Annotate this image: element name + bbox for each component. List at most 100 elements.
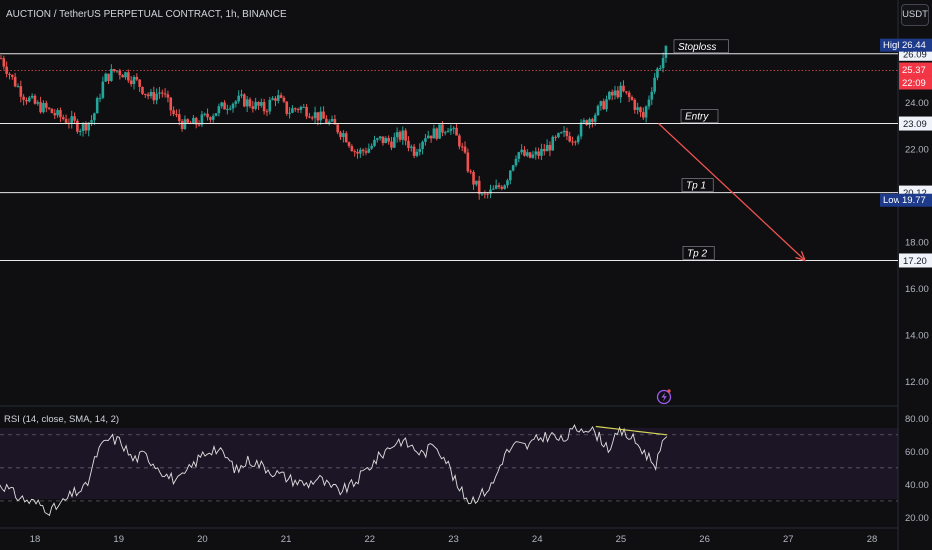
rsi-line[interactable] <box>0 424 668 517</box>
candle-body <box>540 148 543 156</box>
alert-icon[interactable] <box>656 389 672 405</box>
candle-body <box>466 152 470 172</box>
candle-body <box>625 91 628 93</box>
candle-body <box>316 112 320 121</box>
candle-body <box>118 70 122 75</box>
candle <box>127 69 130 83</box>
candle <box>415 148 419 158</box>
level-label-text: Tp 1 <box>686 181 706 192</box>
candle-body <box>19 86 23 97</box>
candle-body <box>531 154 535 158</box>
candle-body <box>664 45 668 58</box>
candle <box>231 102 235 113</box>
candle <box>177 109 181 126</box>
candle <box>274 96 277 107</box>
candle-body <box>644 106 648 118</box>
candle-body <box>16 86 20 88</box>
candle <box>183 115 187 130</box>
currency-button[interactable]: USDT <box>901 4 929 26</box>
candle <box>475 180 478 187</box>
rsi-divergence-line[interactable] <box>595 425 668 436</box>
candle-body <box>127 72 130 81</box>
candle-body <box>240 94 243 96</box>
candle-body <box>248 99 252 107</box>
candle-body <box>409 146 413 148</box>
candle-body <box>387 138 390 142</box>
candle-body <box>305 106 308 117</box>
high-label-badge-text: High <box>883 40 903 51</box>
current-price-badge-text: 25.37 <box>902 65 926 76</box>
candle-body <box>418 148 422 152</box>
candle-body <box>585 120 589 125</box>
candle <box>639 106 642 118</box>
candle-body <box>308 116 311 118</box>
price-tick-label: 18.00 <box>905 237 929 248</box>
candle <box>359 147 362 158</box>
candle-body <box>115 70 119 72</box>
projection-arrow-line[interactable] <box>658 123 806 261</box>
candle-body <box>197 124 201 126</box>
candle <box>319 106 323 125</box>
candle-body <box>364 151 368 153</box>
candle <box>514 155 518 168</box>
price-axis[interactable]: 26.09 23.09 20.12 17.20 24.00 22.00 18.00 16.00… <box>880 38 932 388</box>
candle-body <box>61 117 65 119</box>
candle-body <box>288 112 291 114</box>
candle <box>641 107 645 120</box>
low-label-badge-text: Low <box>883 195 901 206</box>
candle-body <box>359 149 362 154</box>
low-value-badge: 19.77 <box>899 193 932 207</box>
candle <box>220 101 224 109</box>
candle <box>424 134 427 146</box>
candle <box>650 87 654 105</box>
level-value-tag: 23.09 <box>899 116 932 131</box>
high-value-badge-text: 26.44 <box>902 40 926 51</box>
candle <box>542 143 546 156</box>
candle <box>22 94 25 106</box>
candle <box>313 106 317 124</box>
candle-body <box>438 124 441 139</box>
candle-body <box>347 142 351 147</box>
candle-body <box>39 102 42 113</box>
candle <box>554 135 557 141</box>
candle-body <box>223 102 226 110</box>
candle <box>16 83 20 88</box>
candle-body <box>588 119 591 125</box>
candle <box>627 90 631 103</box>
candle <box>268 96 272 115</box>
candle <box>438 124 441 139</box>
candle-body <box>395 132 399 138</box>
rsi-axis[interactable]: 80.00 60.00 40.00 20.00 <box>905 414 929 524</box>
candle-body <box>528 152 532 158</box>
candle <box>350 144 354 152</box>
candle-body <box>636 107 639 110</box>
time-tick-label: 23 <box>448 534 459 545</box>
candle-body <box>393 137 396 148</box>
price-tick-label: 14.00 <box>905 330 929 341</box>
candle <box>19 80 23 103</box>
candle <box>576 134 580 145</box>
candle <box>658 65 662 71</box>
time-axis[interactable]: 18 19 20 21 22 23 24 25 26 27 28 <box>30 534 878 545</box>
candle <box>25 97 28 105</box>
candle-body <box>639 107 642 113</box>
candle-body <box>186 119 190 123</box>
time-tick-label: 21 <box>281 534 292 545</box>
candle <box>466 148 470 173</box>
candle-body <box>50 108 54 114</box>
level-label-box <box>680 109 719 123</box>
high-label-badge-box <box>880 38 899 52</box>
candle-body <box>446 130 450 133</box>
candle-body <box>146 94 150 97</box>
candles-layer <box>0 45 668 200</box>
candle <box>367 143 371 154</box>
candle <box>279 92 283 99</box>
candle <box>574 140 577 146</box>
candle-body <box>285 101 289 114</box>
rsi-tick-label: 60.00 <box>905 447 929 458</box>
candle <box>226 104 229 115</box>
candle <box>463 141 467 154</box>
candle <box>282 95 286 103</box>
candle-body <box>376 138 379 140</box>
